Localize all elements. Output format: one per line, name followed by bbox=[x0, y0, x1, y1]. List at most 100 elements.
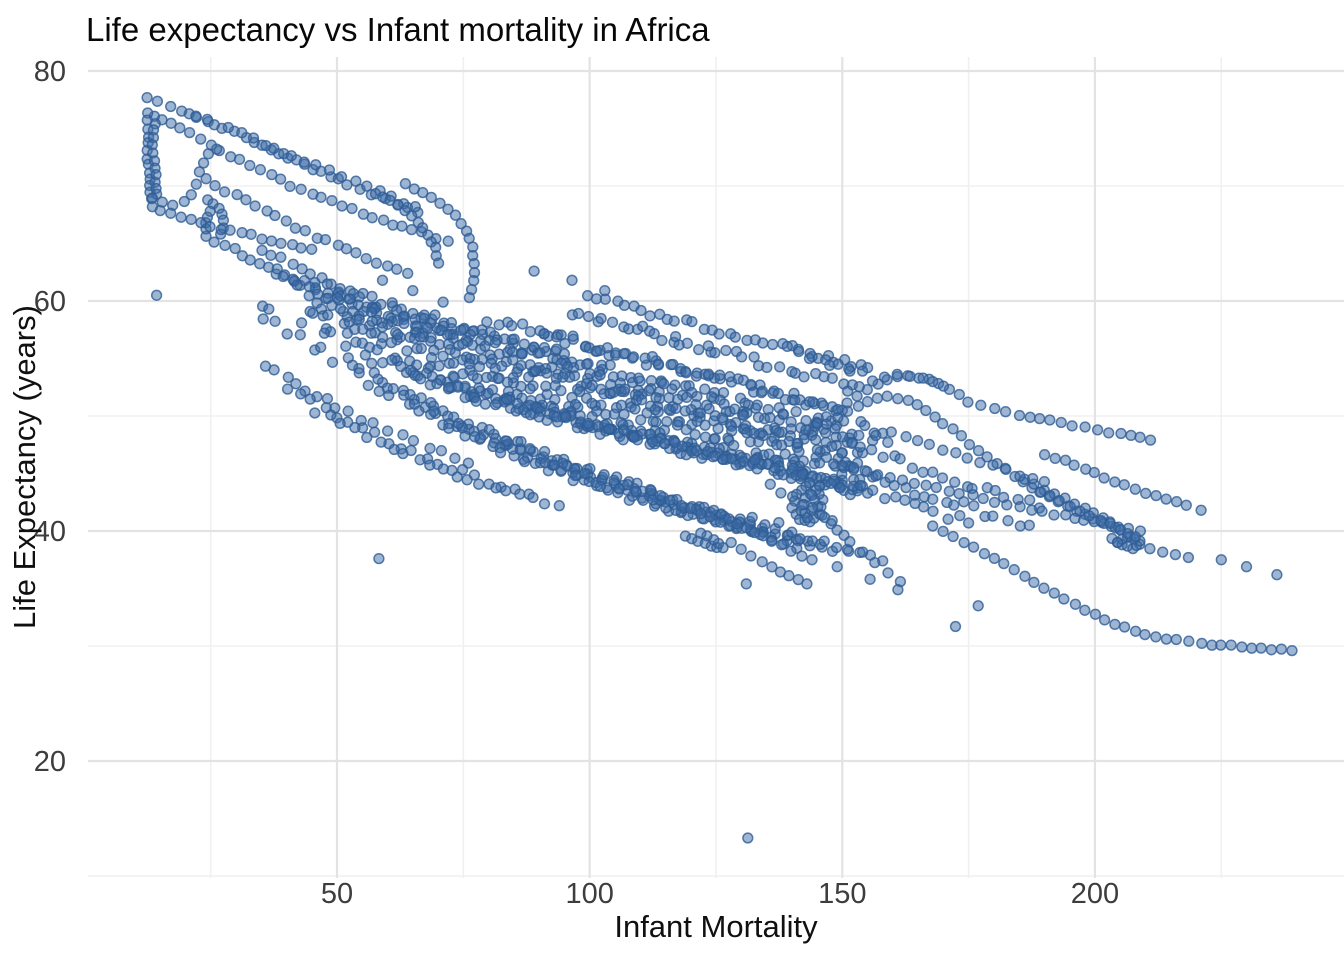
data-point bbox=[859, 419, 871, 432]
data-point bbox=[415, 342, 427, 355]
data-point bbox=[516, 348, 528, 360]
data-point bbox=[680, 367, 692, 379]
data-point bbox=[776, 539, 788, 551]
data-point bbox=[757, 530, 769, 542]
data-point bbox=[709, 347, 721, 359]
data-point bbox=[296, 263, 308, 275]
data-point bbox=[848, 462, 860, 474]
data-point bbox=[1112, 536, 1124, 549]
data-point bbox=[344, 293, 356, 305]
data-point bbox=[402, 267, 414, 280]
data-point bbox=[434, 197, 446, 209]
data-point bbox=[774, 361, 786, 373]
data-point bbox=[604, 359, 616, 371]
data-point bbox=[1024, 411, 1036, 423]
data-point bbox=[524, 326, 537, 338]
data-point bbox=[249, 200, 261, 212]
y-axis-title: Life Expectancy (years) bbox=[7, 305, 42, 629]
data-point bbox=[824, 359, 836, 372]
data-point bbox=[603, 423, 615, 435]
data-point bbox=[967, 541, 980, 553]
data-point bbox=[591, 345, 603, 357]
data-point bbox=[428, 405, 440, 417]
data-point bbox=[943, 485, 955, 498]
data-point bbox=[813, 457, 826, 469]
data-point bbox=[269, 209, 281, 222]
data-point bbox=[608, 408, 621, 420]
data-point bbox=[449, 452, 461, 464]
data-point bbox=[501, 393, 513, 406]
data-point bbox=[1019, 570, 1031, 582]
data-point bbox=[712, 422, 724, 435]
data-point bbox=[693, 343, 705, 356]
data-point bbox=[645, 484, 657, 497]
data-point bbox=[777, 408, 790, 421]
data-point bbox=[1026, 504, 1038, 516]
data-point bbox=[1225, 639, 1237, 651]
data-point bbox=[1275, 643, 1288, 655]
data-point bbox=[594, 480, 606, 493]
data-point bbox=[1109, 618, 1121, 631]
data-point bbox=[362, 379, 374, 392]
data-point bbox=[154, 204, 166, 217]
data-point bbox=[958, 496, 970, 508]
data-point bbox=[263, 303, 275, 315]
data-point bbox=[699, 383, 711, 395]
data-point bbox=[452, 417, 465, 430]
data-point bbox=[507, 354, 519, 366]
data-point bbox=[218, 186, 231, 198]
data-point bbox=[1053, 494, 1065, 507]
data-point bbox=[1157, 546, 1169, 558]
data-point bbox=[637, 320, 649, 332]
data-point bbox=[360, 252, 372, 265]
data-point bbox=[977, 492, 989, 505]
data-point bbox=[629, 403, 641, 415]
data-point bbox=[442, 203, 454, 215]
data-point bbox=[501, 435, 513, 447]
data-point bbox=[370, 257, 383, 269]
data-point bbox=[200, 173, 212, 185]
data-point bbox=[702, 368, 715, 380]
data-point bbox=[1215, 554, 1227, 566]
data-point bbox=[377, 214, 390, 226]
data-point bbox=[340, 243, 353, 255]
data-point bbox=[1170, 496, 1183, 508]
data-point bbox=[463, 291, 476, 304]
data-point bbox=[294, 329, 306, 341]
data-point bbox=[508, 333, 520, 345]
data-point bbox=[619, 383, 631, 395]
data-point bbox=[742, 832, 754, 844]
data-point bbox=[998, 557, 1010, 570]
data-point bbox=[652, 358, 665, 370]
data-point bbox=[481, 316, 493, 328]
data-point bbox=[571, 422, 584, 434]
y-tick-label: 40 bbox=[34, 516, 66, 548]
data-point bbox=[1246, 642, 1258, 654]
data-point bbox=[1034, 486, 1046, 498]
data-point bbox=[295, 183, 307, 195]
data-point bbox=[396, 220, 408, 232]
data-point bbox=[500, 485, 512, 497]
data-point bbox=[648, 328, 660, 340]
data-point bbox=[268, 364, 280, 376]
data-point bbox=[269, 315, 281, 327]
data-point bbox=[361, 180, 373, 192]
data-point bbox=[247, 132, 260, 144]
data-point bbox=[917, 501, 930, 513]
data-point bbox=[740, 578, 752, 590]
data-point bbox=[494, 447, 507, 459]
data-point bbox=[756, 556, 768, 568]
data-point bbox=[738, 409, 750, 422]
data-point bbox=[417, 186, 429, 199]
data-point bbox=[630, 485, 642, 497]
data-point bbox=[193, 166, 206, 178]
data-point bbox=[670, 402, 682, 415]
data-point bbox=[632, 372, 645, 384]
x-tick-label: 200 bbox=[1071, 878, 1119, 910]
data-point bbox=[185, 189, 197, 201]
data-point bbox=[972, 445, 985, 457]
data-point bbox=[884, 472, 896, 484]
data-point bbox=[646, 350, 659, 363]
data-point bbox=[538, 498, 551, 510]
